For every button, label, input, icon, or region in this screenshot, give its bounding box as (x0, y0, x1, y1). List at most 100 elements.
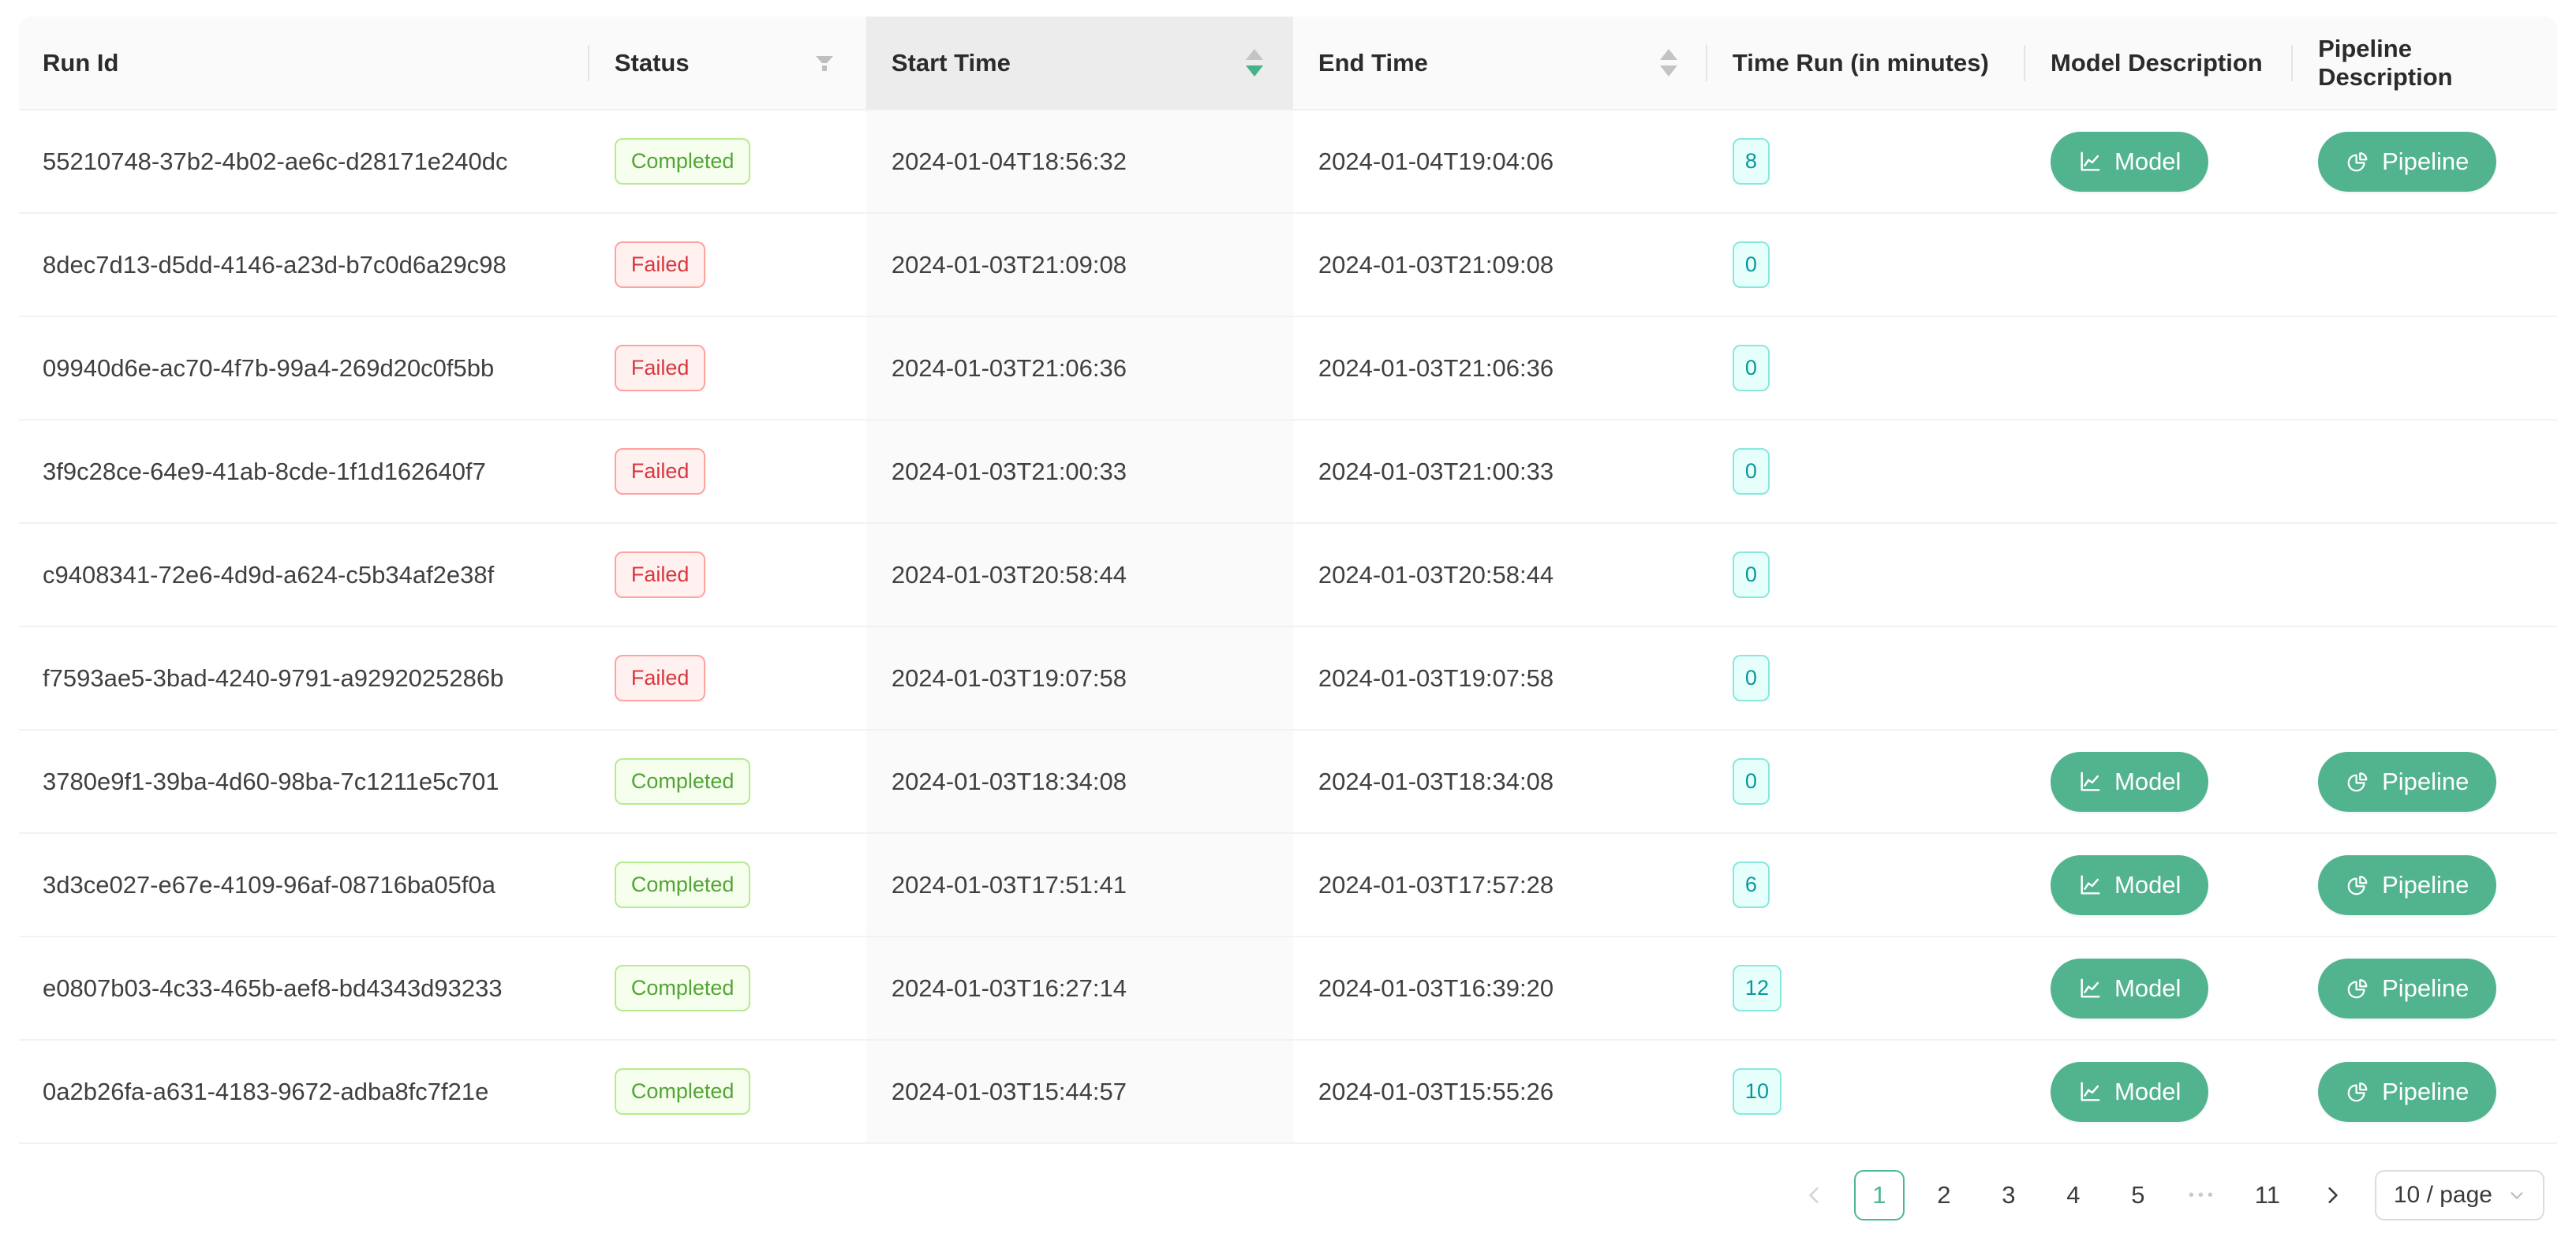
run-id-value: 3f9c28ce-64e9-41ab-8cde-1f1d162640f7 (43, 457, 486, 485)
prev-page-button[interactable] (1789, 1170, 1840, 1220)
status-cell: Failed (589, 421, 866, 524)
model-button[interactable]: Model (2051, 854, 2209, 915)
pipeline-button[interactable]: Pipeline (2318, 1061, 2497, 1122)
time-run-cell: 8 (1707, 110, 2025, 214)
start-time-value: 2024-01-04T18:56:32 (891, 147, 1127, 175)
start-time-cell: 2024-01-03T15:44:57 (866, 1041, 1293, 1144)
pagination-ellipsis[interactable]: ••• (2188, 1186, 2217, 1204)
pipeline-button-label: Pipeline (2382, 147, 2469, 175)
status-badge: Completed (614, 965, 751, 1011)
sort-carets-icon (1245, 49, 1263, 77)
end-time-cell: 2024-01-03T19:07:58 (1292, 627, 1707, 731)
table-header-row: Run Id Status Start Time (19, 17, 2557, 110)
start-time-cell: 2024-01-03T21:06:36 (866, 317, 1293, 421)
time-run-cell: 0 (1707, 214, 2025, 317)
model-button-label: Model (2114, 974, 2182, 1002)
model-button[interactable]: Model (2051, 958, 2209, 1019)
model-description-cell: Model (2025, 834, 2294, 937)
column-header-end-time[interactable]: End Time (1292, 17, 1707, 110)
table-row: c9408341-72e6-4d9d-a624-c5b34af2e38f Fail… (19, 524, 2557, 627)
table-row: 55210748-37b2-4b02-ae6c-d28171e240dc Comp… (19, 110, 2557, 214)
time-run-cell: 10 (1707, 1041, 2025, 1144)
page-size-select[interactable]: 10 / page (2374, 1170, 2544, 1220)
column-header-run-id: Run Id (19, 17, 589, 110)
model-description-cell (2025, 524, 2294, 627)
end-time-cell: 2024-01-03T21:06:36 (1292, 317, 1707, 421)
status-badge: Failed (614, 448, 706, 495)
time-run-badge: 10 (1732, 1068, 1782, 1115)
model-button[interactable]: Model (2051, 1061, 2209, 1122)
pipeline-description-cell: Pipeline (2293, 110, 2557, 214)
table-row: e0807b03-4c33-465b-aef8-bd4343d93233 Comp… (19, 937, 2557, 1041)
start-time-value: 2024-01-03T21:00:33 (891, 457, 1127, 485)
time-run-badge: 0 (1732, 448, 1770, 495)
model-button[interactable]: Model (2051, 131, 2209, 192)
time-run-cell: 0 (1707, 421, 2025, 524)
status-cell: Failed (589, 317, 866, 421)
page-size-label: 10 / page (2393, 1182, 2492, 1208)
end-time-cell: 2024-01-04T19:04:06 (1292, 110, 1707, 214)
time-run-badge: 0 (1732, 345, 1770, 391)
end-time-value: 2024-01-03T20:58:44 (1318, 560, 1554, 589)
pipeline-description-cell (2293, 317, 2557, 421)
start-time-value: 2024-01-03T18:34:08 (891, 767, 1127, 795)
run-id-cell: 55210748-37b2-4b02-ae6c-d28171e240dc (19, 110, 589, 214)
page-button-2[interactable]: 2 (1918, 1170, 1969, 1220)
page-button-4[interactable]: 4 (2047, 1170, 2099, 1220)
status-cell: Completed (589, 1041, 866, 1144)
pipeline-description-cell (2293, 627, 2557, 731)
model-button[interactable]: Model (2051, 751, 2209, 812)
filter-icon[interactable] (813, 51, 836, 75)
end-time-value: 2024-01-03T21:00:33 (1318, 457, 1554, 485)
end-time-value: 2024-01-03T19:07:58 (1318, 664, 1554, 692)
pipeline-button-label: Pipeline (2382, 974, 2469, 1002)
status-cell: Completed (589, 731, 866, 834)
line-chart-icon (2081, 151, 2100, 171)
pipeline-button[interactable]: Pipeline (2318, 131, 2497, 192)
start-time-cell: 2024-01-03T16:27:14 (866, 937, 1293, 1041)
time-run-cell: 12 (1707, 937, 2025, 1041)
start-time-value: 2024-01-03T21:09:08 (891, 250, 1127, 278)
status-cell: Completed (589, 937, 866, 1041)
run-id-cell: e0807b03-4c33-465b-aef8-bd4343d93233 (19, 937, 589, 1041)
page-button-11[interactable]: 11 (2241, 1170, 2293, 1220)
run-id-value: 3780e9f1-39ba-4d60-98ba-7c1211e5c701 (43, 767, 499, 795)
run-id-value: 0a2b26fa-a631-4183-9672-adba8fc7f21e (43, 1077, 489, 1105)
next-page-button[interactable] (2306, 1170, 2357, 1220)
end-time-cell: 2024-01-03T18:34:08 (1292, 731, 1707, 834)
status-badge: Failed (614, 551, 706, 598)
end-time-cell: 2024-01-03T21:09:08 (1292, 214, 1707, 317)
run-id-cell: 0a2b26fa-a631-4183-9672-adba8fc7f21e (19, 1041, 589, 1144)
pipeline-button[interactable]: Pipeline (2318, 751, 2497, 812)
end-time-value: 2024-01-03T17:57:28 (1318, 870, 1554, 899)
column-header-time-run: Time Run (in minutes) (1707, 17, 2025, 110)
run-id-cell: 3f9c28ce-64e9-41ab-8cde-1f1d162640f7 (19, 421, 589, 524)
status-badge: Completed (614, 758, 751, 805)
page-button-5[interactable]: 5 (2112, 1170, 2163, 1220)
status-badge: Failed (614, 345, 706, 391)
pipeline-button[interactable]: Pipeline (2318, 958, 2497, 1019)
end-time-cell: 2024-01-03T15:55:26 (1292, 1041, 1707, 1144)
caret-up-icon (1659, 49, 1677, 60)
time-run-badge: 0 (1732, 758, 1770, 805)
pipeline-button[interactable]: Pipeline (2318, 854, 2497, 915)
status-badge: Failed (614, 655, 706, 701)
status-cell: Failed (589, 214, 866, 317)
run-id-cell: 09940d6e-ac70-4f7b-99a4-269d20c0f5bb (19, 317, 589, 421)
column-label: Model Description (2051, 48, 2263, 77)
column-label: Start Time (891, 48, 1011, 77)
model-button-label: Model (2114, 147, 2182, 175)
model-description-cell: Model (2025, 731, 2294, 834)
run-id-cell: 8dec7d13-d5dd-4146-a23d-b7c0d6a29c98 (19, 214, 589, 317)
pipeline-description-cell (2293, 421, 2557, 524)
model-description-cell: Model (2025, 110, 2294, 214)
column-header-model-description: Model Description (2025, 17, 2294, 110)
end-time-cell: 2024-01-03T17:57:28 (1292, 834, 1707, 937)
column-header-start-time[interactable]: Start Time (866, 17, 1293, 110)
model-description-cell (2025, 317, 2294, 421)
page-button-1[interactable]: 1 (1853, 1170, 1905, 1220)
page-button-3[interactable]: 3 (1983, 1170, 2034, 1220)
table-row: f7593ae5-3bad-4240-9791-a9292025286b Fail… (19, 627, 2557, 731)
run-id-cell: 3780e9f1-39ba-4d60-98ba-7c1211e5c701 (19, 731, 589, 834)
column-label: Run Id (43, 48, 119, 77)
